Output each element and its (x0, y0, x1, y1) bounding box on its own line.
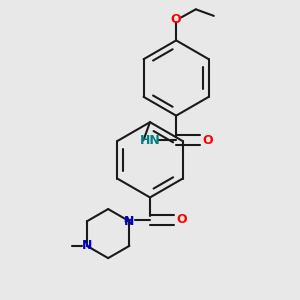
Text: O: O (176, 213, 187, 226)
Text: N: N (124, 215, 135, 228)
Text: O: O (202, 134, 213, 147)
Text: N: N (82, 239, 92, 252)
Text: HN: HN (140, 134, 160, 147)
Text: O: O (171, 13, 181, 26)
